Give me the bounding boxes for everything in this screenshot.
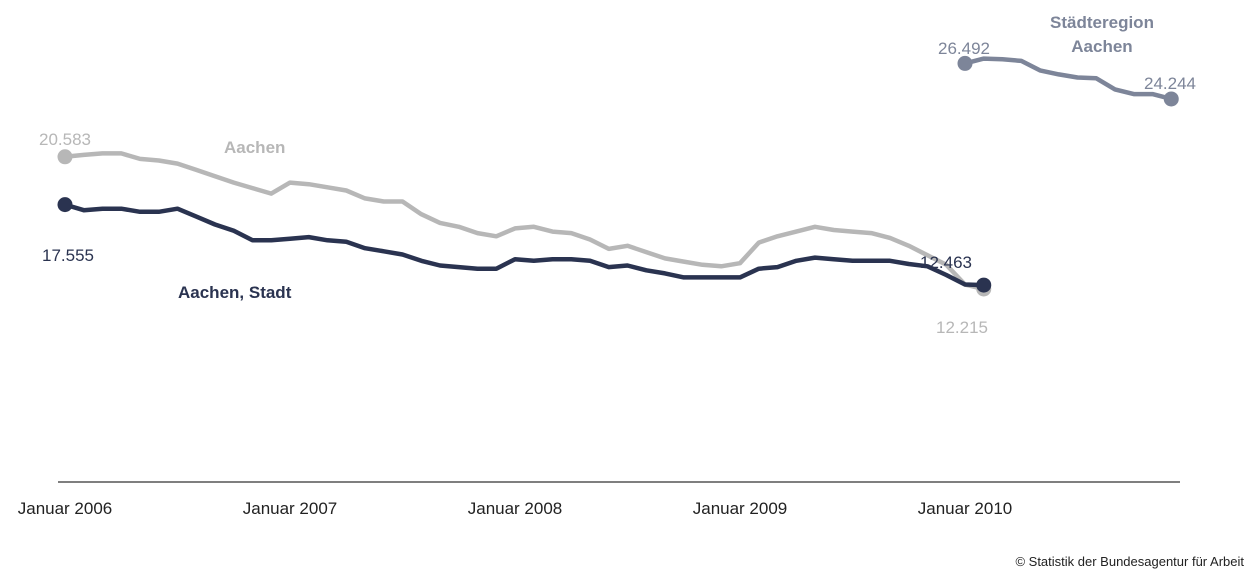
x-tick-label: Januar 2006 (18, 499, 113, 518)
value-label-stadt-end: 12.463 (920, 253, 972, 272)
source-credit: © Statistik der Bundesagentur für Arbeit (1015, 554, 1244, 569)
series-line-städteregion-aachen (962, 56, 1174, 102)
x-tick-label: Januar 2007 (243, 499, 338, 518)
series-label-staedteregion-line1: Städteregion (1050, 13, 1154, 32)
series-marker-städteregion-aachen-start (957, 55, 973, 71)
series-markers (57, 55, 1179, 297)
series-label-aachen: Aachen (224, 138, 285, 157)
value-label-aachen-end: 12.215 (936, 318, 988, 337)
series-line-aachen (62, 151, 987, 292)
x-tick-label: Januar 2008 (468, 499, 563, 518)
value-label-region-start: 26.492 (938, 39, 990, 58)
series-marker-städteregion-aachen-end (1163, 91, 1179, 107)
value-label-region-end: 24.244 (1144, 74, 1196, 93)
series-marker-aachen-start (57, 149, 73, 165)
value-label-stadt-start: 17.555 (42, 246, 94, 265)
x-axis-ticks: Januar 2006 Januar 2007 Januar 2008 Januar … (18, 499, 1013, 518)
series-label-aachen-stadt: Aachen, Stadt (178, 283, 292, 302)
value-label-aachen-start: 20.583 (39, 130, 91, 149)
x-tick-label: Januar 2009 (693, 499, 788, 518)
series-marker-aachen-stadt-start (57, 197, 73, 213)
series-label-staedteregion-line2: Aachen (1071, 37, 1132, 56)
series-lines (62, 56, 1174, 292)
series-marker-aachen-stadt-end (976, 277, 992, 293)
series-line-aachen-stadt (62, 202, 987, 288)
x-tick-label: Januar 2010 (918, 499, 1013, 518)
